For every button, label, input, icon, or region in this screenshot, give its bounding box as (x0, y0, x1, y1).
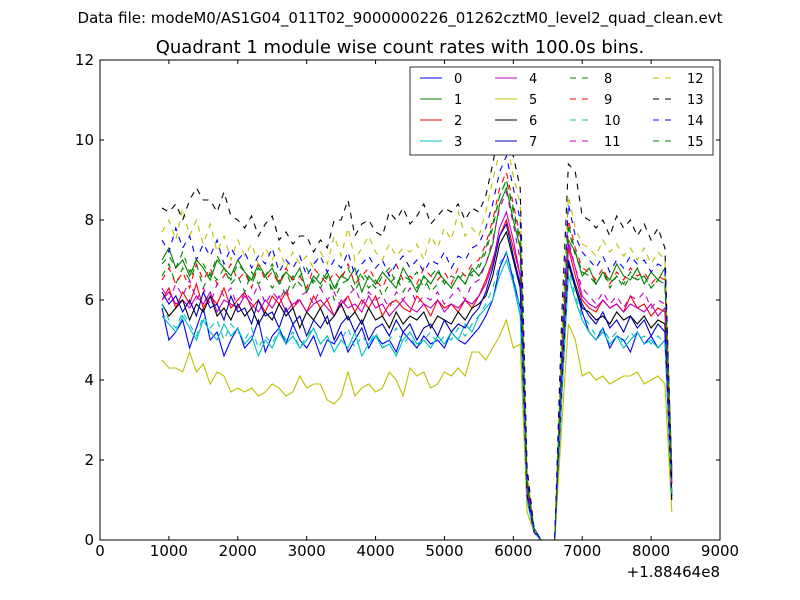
axis-ticks: 0 1000 2000 3000 4000 5000 6000 7000 8000 9000 0 2 4… (75, 51, 739, 560)
figure-suptitle: Data file: modeM0/AS1G04_011T02_90000002… (77, 9, 723, 27)
y-tick-label: 2 (84, 451, 94, 469)
y-tick-label: 6 (84, 291, 94, 309)
series-line-7 (161, 222, 673, 541)
series-line-3 (161, 258, 673, 541)
x-tick-label: 2000 (219, 542, 257, 560)
x-tick-label: 0 (95, 542, 105, 560)
series-line-15 (161, 178, 673, 541)
series-line-8 (161, 178, 673, 541)
chart-title: Quadrant 1 module wise count rates with … (155, 37, 645, 58)
series-line-13 (161, 126, 673, 541)
x-tick-label: 7000 (563, 542, 601, 560)
legend-label-0: 0 (454, 72, 462, 87)
series-lines (161, 126, 673, 541)
series-line-10 (161, 250, 673, 541)
x-tick-label: 5000 (425, 542, 463, 560)
x-tick-label: 9000 (701, 542, 739, 560)
series-line-4 (161, 210, 673, 541)
legend-label-2: 2 (454, 114, 462, 129)
x-tick-label: 8000 (632, 542, 670, 560)
y-tick-label: 10 (75, 131, 94, 149)
series-line-0 (161, 250, 673, 541)
legend-label-7: 7 (529, 135, 537, 150)
series-line-12 (161, 138, 673, 541)
y-tick-label: 8 (84, 211, 94, 229)
legend-label-8: 8 (604, 72, 612, 87)
series-line-9 (161, 170, 673, 541)
legend-label-13: 13 (687, 93, 704, 108)
legend-label-6: 6 (529, 114, 537, 129)
legend-label-3: 3 (454, 135, 462, 150)
x-tick-label: 3000 (288, 542, 326, 560)
series-line-5 (161, 318, 673, 541)
legend-label-14: 14 (687, 114, 704, 129)
legend-label-4: 4 (529, 72, 537, 87)
legend-box (409, 66, 714, 156)
series-line-14 (161, 154, 673, 541)
legend-label-11: 11 (604, 135, 621, 150)
x-offset-label: +1.88464e8 (627, 563, 720, 581)
legend-label-9: 9 (604, 93, 612, 108)
series-line-11 (161, 190, 673, 541)
x-tick-label: 1000 (150, 542, 188, 560)
series-line-2 (161, 218, 673, 541)
legend-label-12: 12 (687, 72, 704, 87)
plot-frame (99, 59, 721, 541)
y-tick-label: 4 (84, 371, 94, 389)
legend-label-15: 15 (687, 135, 704, 150)
legend-label-10: 10 (604, 114, 621, 129)
legend-label-5: 5 (529, 93, 537, 108)
x-tick-label: 4000 (356, 542, 394, 560)
legend-label-1: 1 (454, 93, 462, 108)
y-tick-label: 0 (84, 531, 94, 549)
x-tick-label: 6000 (494, 542, 532, 560)
y-tick-label: 12 (75, 51, 94, 69)
